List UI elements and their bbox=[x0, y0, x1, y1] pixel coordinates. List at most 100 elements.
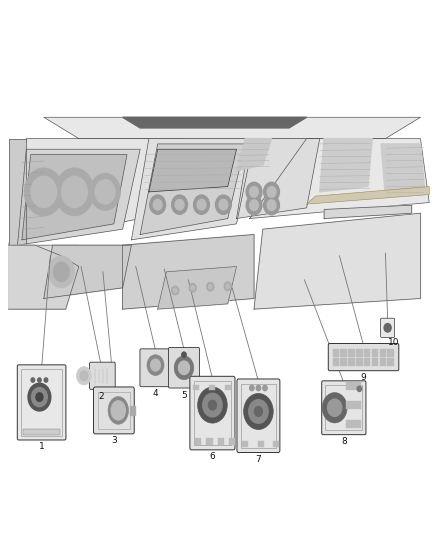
Circle shape bbox=[357, 386, 362, 391]
Circle shape bbox=[207, 282, 214, 291]
Circle shape bbox=[53, 262, 69, 281]
Polygon shape bbox=[250, 139, 429, 219]
Polygon shape bbox=[123, 235, 254, 309]
Polygon shape bbox=[320, 139, 372, 192]
Polygon shape bbox=[22, 155, 127, 240]
FancyBboxPatch shape bbox=[140, 349, 171, 387]
Polygon shape bbox=[9, 139, 184, 245]
Bar bbox=[356, 358, 363, 366]
Circle shape bbox=[182, 352, 186, 357]
Circle shape bbox=[246, 182, 262, 201]
Text: 7: 7 bbox=[255, 455, 261, 464]
Circle shape bbox=[203, 393, 222, 417]
Circle shape bbox=[191, 286, 194, 290]
Text: 8: 8 bbox=[341, 437, 347, 446]
Circle shape bbox=[153, 199, 162, 210]
Text: 3: 3 bbox=[111, 436, 117, 445]
Text: 9: 9 bbox=[360, 373, 367, 382]
Bar bbox=[346, 383, 361, 390]
Bar bbox=[372, 358, 378, 366]
Ellipse shape bbox=[108, 397, 128, 424]
Circle shape bbox=[250, 385, 254, 391]
Circle shape bbox=[62, 176, 87, 207]
FancyBboxPatch shape bbox=[93, 387, 134, 434]
FancyBboxPatch shape bbox=[321, 381, 366, 435]
Bar bbox=[225, 385, 231, 390]
Text: 5: 5 bbox=[181, 391, 187, 400]
Circle shape bbox=[172, 195, 187, 214]
Polygon shape bbox=[254, 213, 420, 309]
Circle shape bbox=[173, 288, 177, 293]
Circle shape bbox=[36, 393, 43, 401]
Bar bbox=[333, 358, 339, 366]
FancyBboxPatch shape bbox=[90, 362, 115, 389]
Circle shape bbox=[38, 378, 41, 382]
Circle shape bbox=[172, 286, 179, 295]
Circle shape bbox=[175, 199, 184, 210]
Circle shape bbox=[256, 385, 261, 391]
FancyBboxPatch shape bbox=[237, 379, 280, 453]
Bar bbox=[229, 438, 235, 445]
Circle shape bbox=[226, 284, 230, 288]
Text: 4: 4 bbox=[153, 389, 158, 398]
Circle shape bbox=[249, 400, 268, 423]
Bar bbox=[242, 441, 248, 447]
FancyBboxPatch shape bbox=[18, 365, 66, 440]
Bar bbox=[241, 384, 276, 448]
Circle shape bbox=[264, 196, 279, 215]
Ellipse shape bbox=[111, 401, 125, 420]
Circle shape bbox=[189, 284, 196, 292]
Bar bbox=[380, 349, 386, 357]
Circle shape bbox=[264, 182, 279, 201]
Polygon shape bbox=[158, 266, 237, 309]
Polygon shape bbox=[9, 139, 26, 245]
Bar bbox=[340, 358, 347, 366]
Bar bbox=[364, 358, 371, 366]
FancyBboxPatch shape bbox=[190, 376, 235, 450]
Circle shape bbox=[151, 359, 160, 371]
Circle shape bbox=[178, 361, 190, 375]
Bar bbox=[325, 385, 362, 431]
Circle shape bbox=[55, 168, 94, 216]
Circle shape bbox=[32, 387, 47, 407]
Circle shape bbox=[384, 324, 391, 332]
Circle shape bbox=[328, 399, 342, 416]
Bar bbox=[258, 441, 264, 447]
Bar bbox=[346, 420, 361, 427]
Polygon shape bbox=[149, 149, 237, 192]
Polygon shape bbox=[131, 139, 254, 240]
Bar bbox=[273, 441, 279, 447]
Bar bbox=[21, 369, 62, 436]
Circle shape bbox=[198, 387, 227, 423]
Bar bbox=[364, 349, 371, 357]
Bar bbox=[131, 406, 135, 415]
Bar bbox=[206, 438, 212, 445]
Polygon shape bbox=[9, 245, 79, 309]
Circle shape bbox=[147, 355, 164, 375]
Circle shape bbox=[263, 385, 267, 391]
Polygon shape bbox=[324, 205, 412, 219]
Circle shape bbox=[31, 378, 35, 382]
Circle shape bbox=[219, 199, 228, 210]
Text: 2: 2 bbox=[98, 392, 103, 401]
Circle shape bbox=[150, 195, 166, 214]
Bar bbox=[333, 349, 339, 357]
Polygon shape bbox=[237, 139, 320, 219]
Circle shape bbox=[24, 168, 64, 216]
Circle shape bbox=[174, 356, 194, 379]
FancyBboxPatch shape bbox=[328, 344, 399, 371]
Bar bbox=[194, 381, 231, 445]
Circle shape bbox=[244, 393, 273, 430]
Circle shape bbox=[31, 176, 57, 207]
Bar bbox=[209, 385, 215, 390]
Bar bbox=[388, 349, 394, 357]
Bar bbox=[346, 401, 361, 409]
Circle shape bbox=[48, 256, 74, 288]
Bar bbox=[340, 349, 347, 357]
Circle shape bbox=[224, 282, 231, 290]
Polygon shape bbox=[18, 149, 140, 245]
Circle shape bbox=[28, 383, 51, 411]
Text: 10: 10 bbox=[389, 338, 400, 348]
FancyBboxPatch shape bbox=[168, 348, 199, 388]
Bar bbox=[98, 392, 130, 429]
